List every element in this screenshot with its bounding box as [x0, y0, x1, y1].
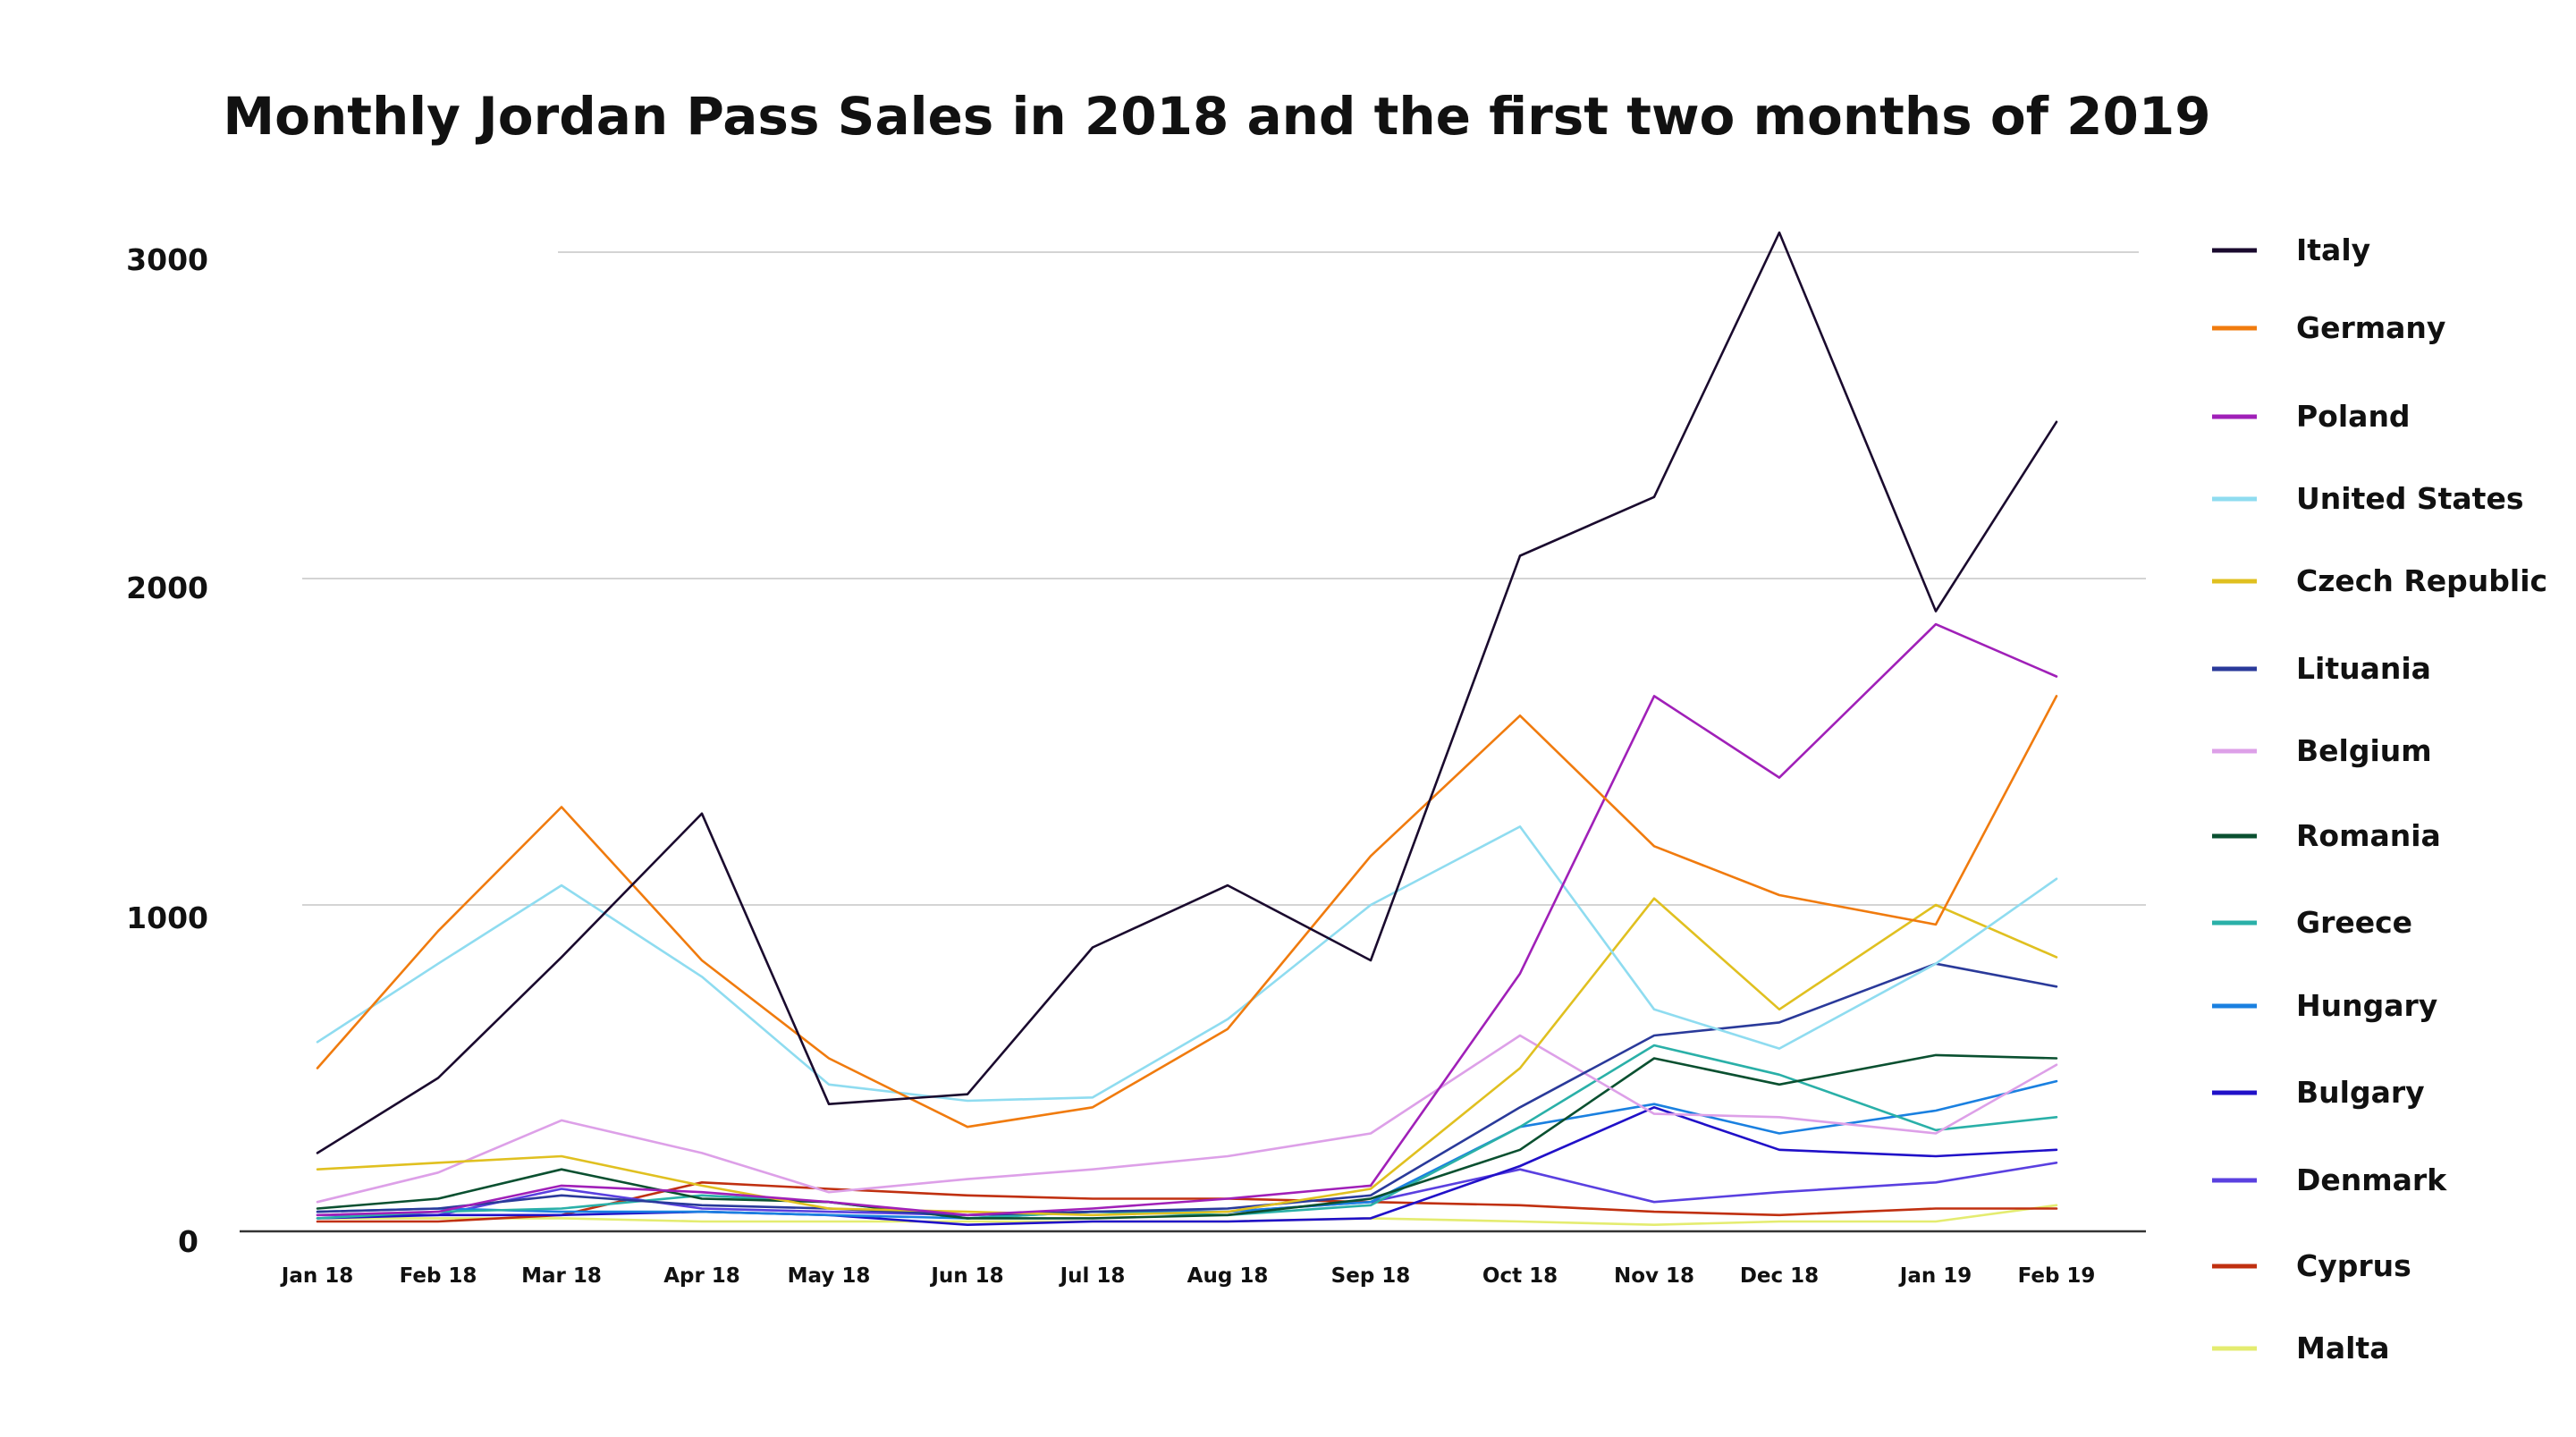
y-axis-ticks: 0 1000 2000 3000	[126, 242, 208, 1259]
x-tick-label: Mar 18	[521, 1264, 602, 1288]
x-tick-label: Dec 18	[1740, 1264, 1819, 1288]
legend-item-czech-republic: Czech Republic	[2212, 563, 2547, 598]
legend-item-united-states: United States	[2212, 481, 2523, 516]
series-line-cyprus	[316, 1181, 2058, 1223]
legend-label: Denmark	[2296, 1162, 2447, 1197]
legend-item-germany: Germany	[2212, 310, 2445, 345]
x-tick-label: Sep 18	[1331, 1264, 1411, 1288]
legend-label: Malta	[2296, 1331, 2389, 1365]
series-line-united-states	[316, 825, 2058, 1103]
series-line-bulgary	[316, 1106, 2058, 1226]
legend-item-hungary: Hungary	[2212, 988, 2437, 1023]
series-line-germany	[316, 695, 2058, 1128]
legend-item-bulgary: Bulgary	[2212, 1075, 2425, 1110]
x-tick-label: Jul 18	[1059, 1264, 1126, 1288]
legend-label: Belgium	[2296, 733, 2432, 768]
legend-label: Hungary	[2296, 988, 2437, 1023]
legend-item-denmark: Denmark	[2212, 1162, 2447, 1197]
series-line-hungary	[316, 1079, 2058, 1220]
legend-item-italy: Italy	[2212, 232, 2370, 267]
x-tick-label: Apr 18	[663, 1264, 740, 1288]
legend-item-malta: Malta	[2212, 1331, 2389, 1365]
x-tick-label: Jun 18	[929, 1264, 1003, 1288]
series-line-czech-republic	[316, 897, 2058, 1217]
legend-item-romania: Romania	[2212, 818, 2441, 853]
series-line-poland	[316, 622, 2058, 1217]
x-tick-label: Feb 18	[400, 1264, 477, 1288]
y-tick-label: 2000	[126, 571, 208, 605]
legend-item-greece: Greece	[2212, 905, 2412, 940]
legend-label: Cyprus	[2296, 1248, 2411, 1283]
series-line-italy	[316, 231, 2058, 1154]
series-line-lituania	[316, 962, 2058, 1217]
series-line-romania	[316, 1053, 2058, 1220]
x-tick-label: Aug 18	[1187, 1264, 1269, 1288]
legend: Italy Germany Poland United States Czech Rep…	[2212, 232, 2547, 1365]
x-tick-label: Jan 19	[1898, 1264, 1972, 1288]
legend-label: Romania	[2296, 818, 2441, 853]
legend-label: Greece	[2296, 905, 2412, 940]
legend-item-belgium: Belgium	[2212, 733, 2432, 768]
legend-label: Bulgary	[2296, 1075, 2425, 1110]
x-tick-label: Nov 18	[1614, 1264, 1694, 1288]
y-tick-label: 1000	[126, 900, 208, 935]
legend-item-lituania: Lituania	[2212, 651, 2431, 686]
y-tick-label: 3000	[126, 242, 208, 277]
legend-label: Lituania	[2296, 651, 2431, 686]
series-lines	[316, 231, 2058, 1226]
grid-lines	[240, 251, 2146, 1233]
legend-item-poland: Poland	[2212, 399, 2411, 434]
y-tick-label: 0	[178, 1224, 198, 1259]
series-line-belgium	[316, 1034, 2058, 1204]
x-tick-label: Jan 18	[280, 1264, 353, 1288]
x-tick-label: May 18	[788, 1264, 871, 1288]
legend-label: Germany	[2296, 310, 2445, 345]
chart-title: Monthly Jordan Pass Sales in 2018 and th…	[223, 86, 2210, 147]
legend-item-cyprus: Cyprus	[2212, 1248, 2411, 1283]
legend-label: Czech Republic	[2296, 563, 2547, 598]
x-tick-label: Oct 18	[1482, 1264, 1558, 1288]
x-tick-label: Feb 19	[2018, 1264, 2096, 1288]
legend-label: Italy	[2296, 232, 2370, 267]
legend-label: United States	[2296, 481, 2523, 516]
legend-label: Poland	[2296, 399, 2411, 434]
x-axis-ticks: Jan 18 Feb 18 Mar 18 Apr 18 May 18 Jun 18 Jul …	[280, 1264, 2096, 1288]
